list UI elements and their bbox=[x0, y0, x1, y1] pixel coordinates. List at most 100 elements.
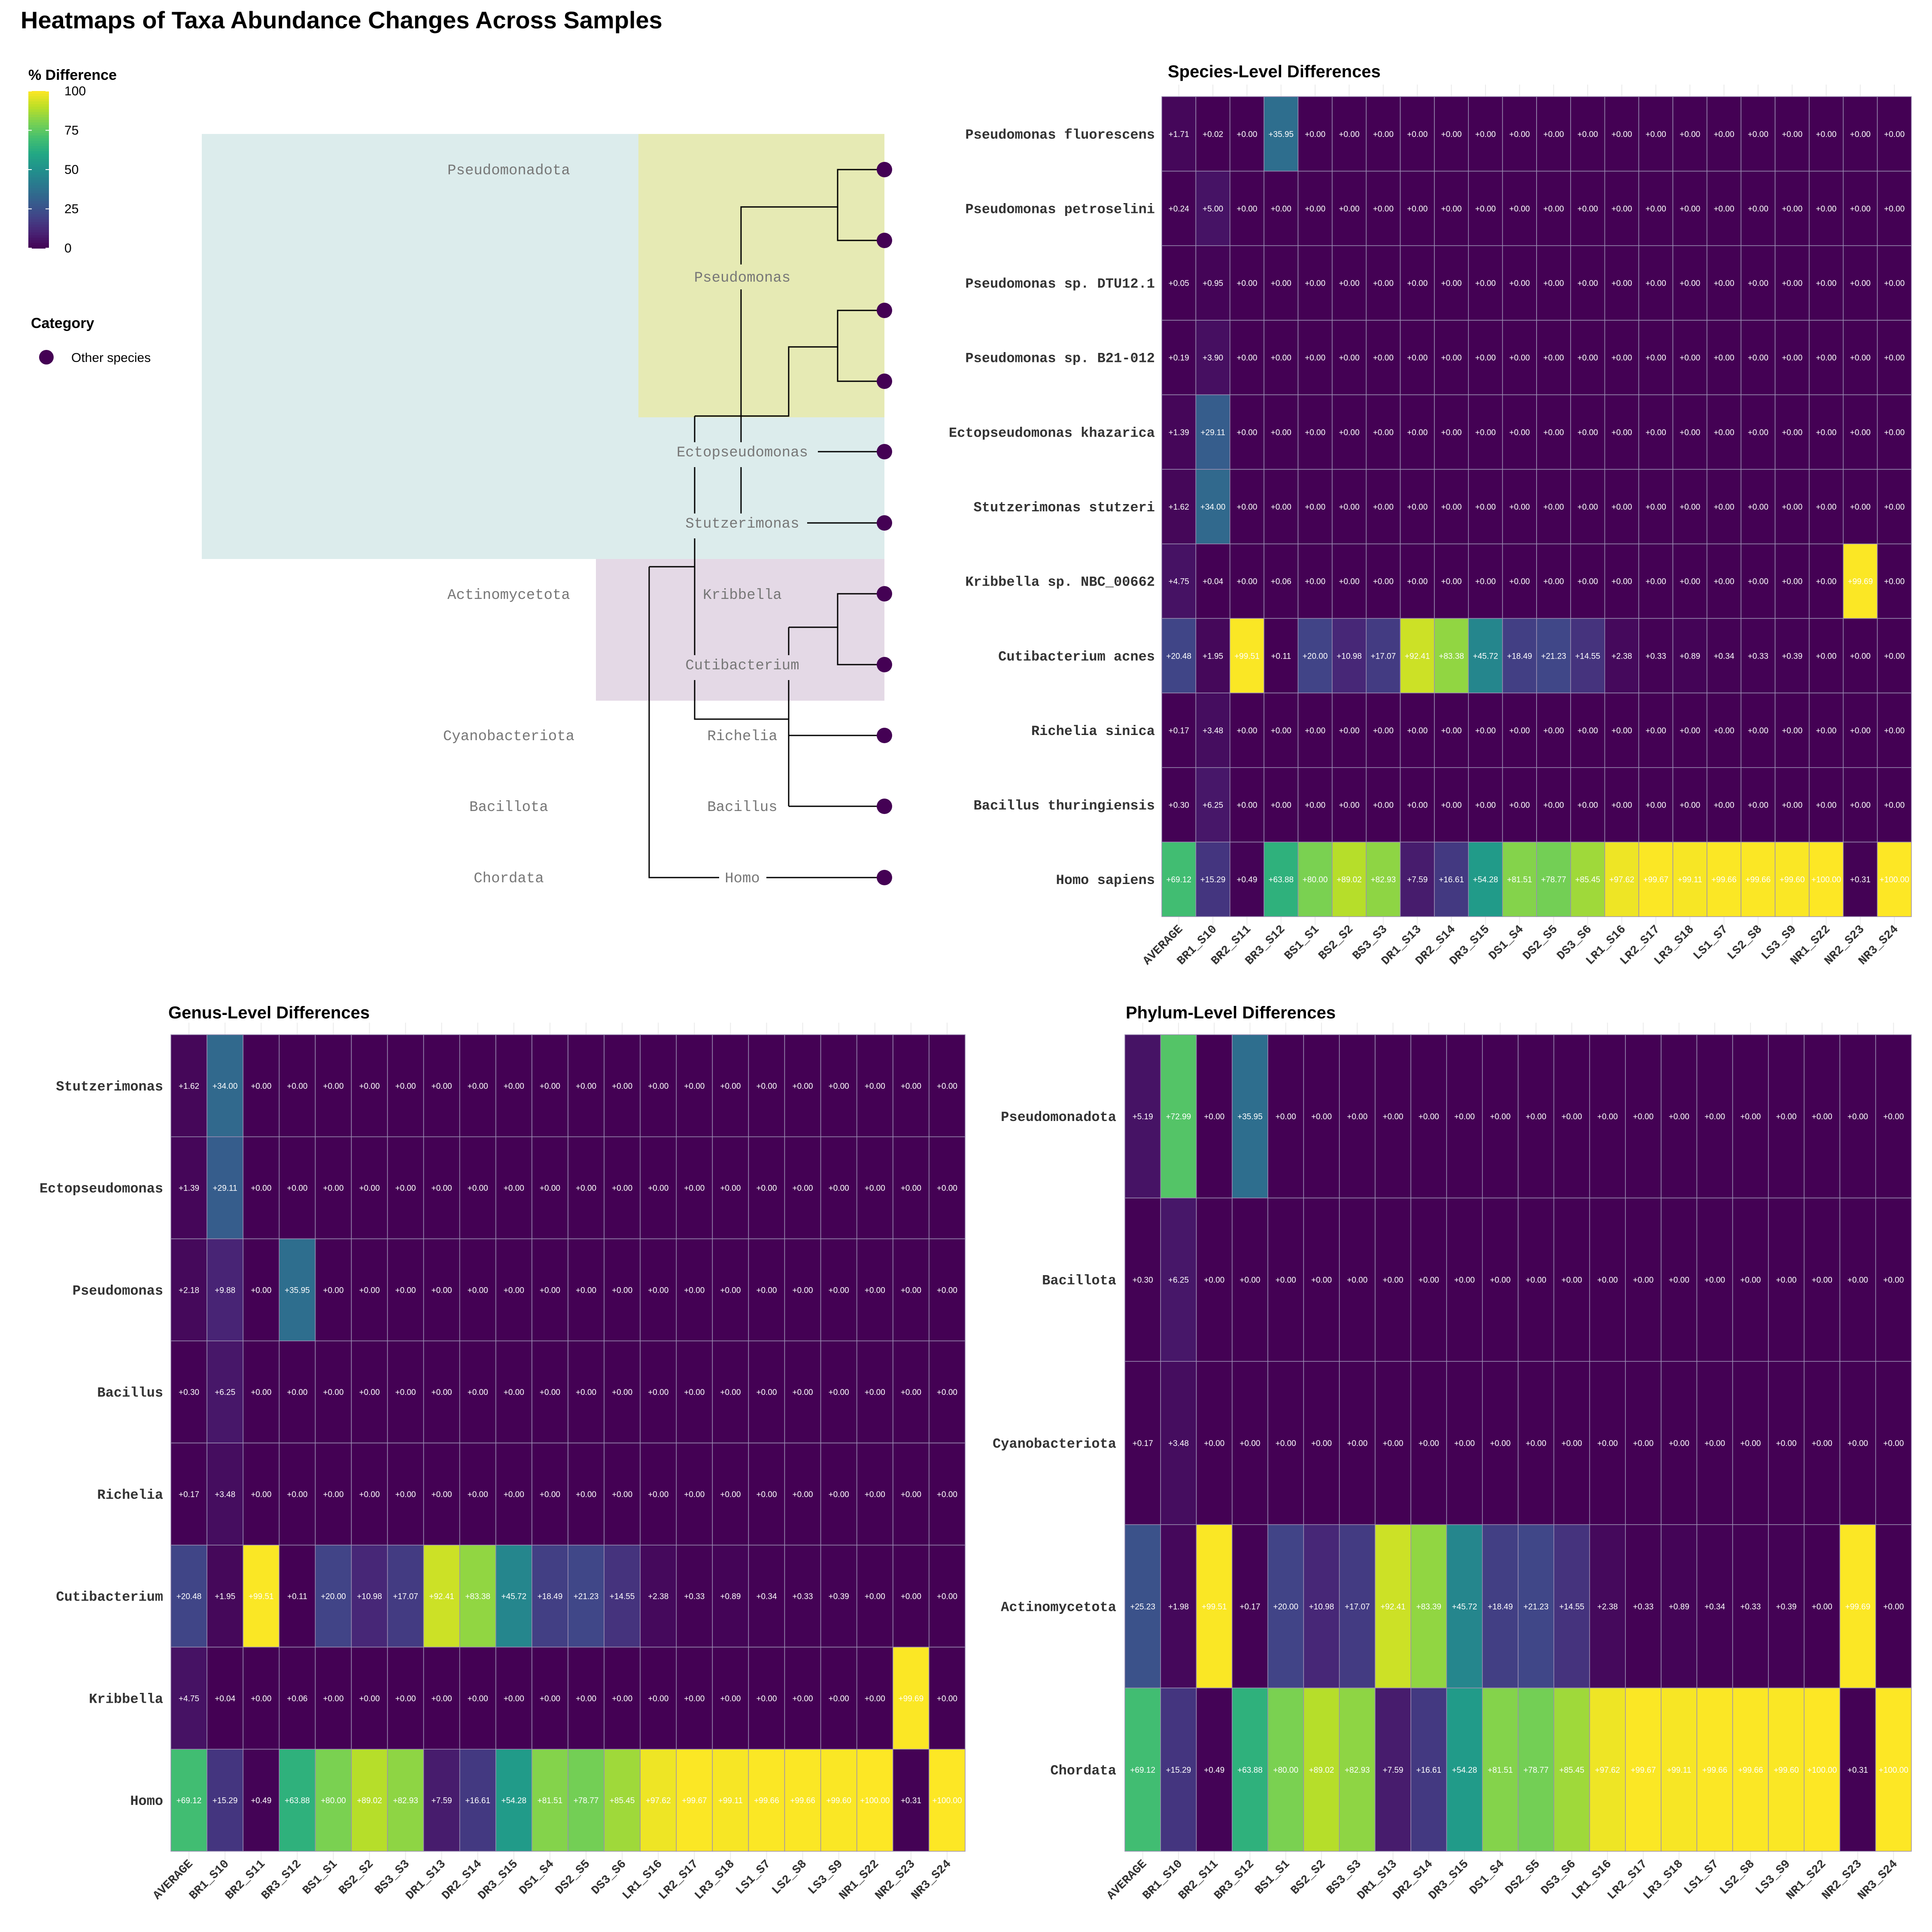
genus-heatmap-cell bbox=[676, 1136, 713, 1239]
genus-cell-label: +100.00 bbox=[860, 1796, 890, 1805]
species-row-label: Kribbella sp. NBC_00662 bbox=[965, 574, 1155, 590]
phylum-heatmap-cell bbox=[1267, 1361, 1304, 1525]
genus-cell-label: +0.00 bbox=[612, 1694, 632, 1703]
genus-heatmap-cell bbox=[640, 1238, 677, 1341]
species-heatmap-cell bbox=[1434, 170, 1469, 246]
phylum-heatmap-cell bbox=[1732, 1524, 1769, 1689]
genus-cell-label: +0.00 bbox=[359, 1694, 380, 1703]
species-heatmap-cell bbox=[1332, 320, 1367, 395]
phylum-cell-label: +100.00 bbox=[1807, 1766, 1837, 1775]
species-cell-label: +0.00 bbox=[1236, 801, 1257, 810]
phylum-heatmap-cell bbox=[1339, 1197, 1376, 1362]
genus-label-pseudomonas: Pseudomonas bbox=[694, 270, 790, 286]
phylum-heatmap-cell bbox=[1339, 1687, 1376, 1852]
species-heatmap-cell bbox=[1774, 841, 1810, 917]
leaf-dots bbox=[877, 162, 892, 885]
genus-cell-label: +0.00 bbox=[720, 1184, 741, 1193]
phylum-label-actinomycetota: Actinomycetota bbox=[447, 587, 570, 604]
genus-heatmap-cell bbox=[640, 1545, 677, 1648]
species-heatmap-cell bbox=[1400, 394, 1435, 470]
species-heatmap-cell bbox=[1877, 245, 1912, 321]
species-cell-label: +0.30 bbox=[1169, 801, 1189, 810]
species-heatmap-cell bbox=[1400, 693, 1435, 768]
phylum-heatmap-cell bbox=[1696, 1524, 1733, 1689]
species-cell-label: +0.00 bbox=[1543, 354, 1564, 363]
genus-cell-label: +0.00 bbox=[684, 1694, 705, 1703]
genus-row-label: Pseudomonas bbox=[73, 1283, 163, 1299]
phylum-cell-label: +0.00 bbox=[1311, 1439, 1332, 1448]
phylum-heatmap-cell bbox=[1589, 1197, 1626, 1362]
colorbar-segment bbox=[28, 140, 49, 144]
species-cell-label: +0.00 bbox=[1407, 726, 1428, 735]
species-cell-label: +0.00 bbox=[1441, 428, 1462, 437]
phylum-heatmap-cell bbox=[1553, 1524, 1590, 1689]
phylum-cell-label: +100.00 bbox=[1879, 1766, 1908, 1775]
species-cell-label: +0.00 bbox=[1543, 726, 1564, 735]
phylum-cell-label: +54.28 bbox=[1452, 1766, 1477, 1775]
phylum-cell-label: +0.00 bbox=[1812, 1602, 1832, 1611]
species-cell-label: +0.00 bbox=[1850, 652, 1871, 661]
genus-label-ectopseudomonas: Ectopseudomonas bbox=[677, 445, 808, 461]
phylum-heatmap-cell bbox=[1768, 1524, 1804, 1689]
colorbar-segment bbox=[28, 182, 49, 186]
genus-heatmap-cell bbox=[315, 1136, 352, 1239]
species-heatmap-cell bbox=[1672, 170, 1707, 246]
species-cell-label: +0.06 bbox=[1271, 577, 1291, 586]
species-heatmap-cell bbox=[1502, 618, 1537, 693]
species-cell-label: +0.00 bbox=[1884, 279, 1905, 288]
colorbar-segment bbox=[28, 225, 49, 228]
species-heatmap-cell bbox=[1809, 618, 1844, 693]
genus-cell-label: +100.00 bbox=[932, 1796, 962, 1805]
species-panel-title: Species-Level Differences bbox=[1168, 62, 1381, 81]
genus-heatmap-cell bbox=[568, 1340, 605, 1443]
species-cell-label: +63.88 bbox=[1268, 875, 1294, 884]
species-cell-label: +0.00 bbox=[1305, 577, 1325, 586]
species-cell-label: +0.00 bbox=[1646, 279, 1666, 288]
species-heatmap-cell bbox=[1877, 693, 1912, 768]
species-heatmap-cell bbox=[1774, 618, 1810, 693]
species-cell-label: +0.00 bbox=[1748, 354, 1768, 363]
genus-cell-label: +0.00 bbox=[684, 1490, 705, 1499]
genus-heatmap-cell bbox=[856, 1340, 893, 1443]
genus-cell-label: +0.00 bbox=[793, 1388, 813, 1397]
genus-heatmap-cell bbox=[568, 1034, 605, 1137]
phylum-cell-label: +0.00 bbox=[1490, 1276, 1510, 1285]
genus-label-bg bbox=[700, 797, 786, 819]
species-row-label: Pseudomonas fluorescens bbox=[965, 127, 1155, 143]
species-heatmap-cell bbox=[1843, 394, 1878, 470]
genus-cell-label: +0.00 bbox=[756, 1286, 777, 1295]
genus-cell-label: +0.00 bbox=[359, 1388, 380, 1397]
species-cell-label: +0.00 bbox=[1611, 503, 1632, 512]
species-cell-label: +0.00 bbox=[1236, 130, 1257, 139]
species-cell-label: +0.00 bbox=[1884, 204, 1905, 213]
species-heatmap-cell bbox=[1502, 469, 1537, 544]
phylum-heatmap-cell bbox=[1732, 1034, 1769, 1199]
phylum-heatmap-cell bbox=[1124, 1524, 1161, 1689]
species-cell-label: +0.00 bbox=[1543, 130, 1564, 139]
genus-heatmap-cell bbox=[532, 1034, 568, 1137]
phylum-heatmap-cell bbox=[1696, 1361, 1733, 1525]
genus-heatmap-cell bbox=[712, 1136, 749, 1239]
phylum-cell-label: +0.00 bbox=[1812, 1276, 1832, 1285]
species-heatmap-cell bbox=[1400, 170, 1435, 246]
genus-cell-label: +0.00 bbox=[720, 1082, 741, 1091]
species-heatmap-cell bbox=[1332, 394, 1367, 470]
genus-heatmap-cell bbox=[604, 1749, 641, 1852]
phylum-heatmap-cell bbox=[1661, 1034, 1698, 1199]
phylum-cell-label: +7.59 bbox=[1383, 1766, 1403, 1775]
species-heatmap-cell bbox=[1536, 767, 1571, 843]
genus-row-label: Richelia bbox=[97, 1487, 163, 1503]
genus-heatmap-cell bbox=[820, 1646, 857, 1750]
genus-cell-label: +0.00 bbox=[323, 1490, 343, 1499]
genus-cell-label: +0.00 bbox=[612, 1286, 632, 1295]
phylum-cell-label: +0.00 bbox=[1561, 1276, 1582, 1285]
genus-cell-label: +20.48 bbox=[176, 1592, 202, 1601]
species-cell-label: +16.61 bbox=[1439, 875, 1464, 884]
species-heatmap-cell bbox=[1332, 170, 1367, 246]
colorbar-segment bbox=[28, 159, 49, 162]
genus-heatmap-cell bbox=[279, 1238, 316, 1341]
species-cell-label: +1.62 bbox=[1169, 503, 1189, 512]
species-cell-label: +0.00 bbox=[1373, 130, 1394, 139]
species-cell-label: +0.00 bbox=[1271, 354, 1291, 363]
colorbar-segment bbox=[28, 149, 49, 152]
